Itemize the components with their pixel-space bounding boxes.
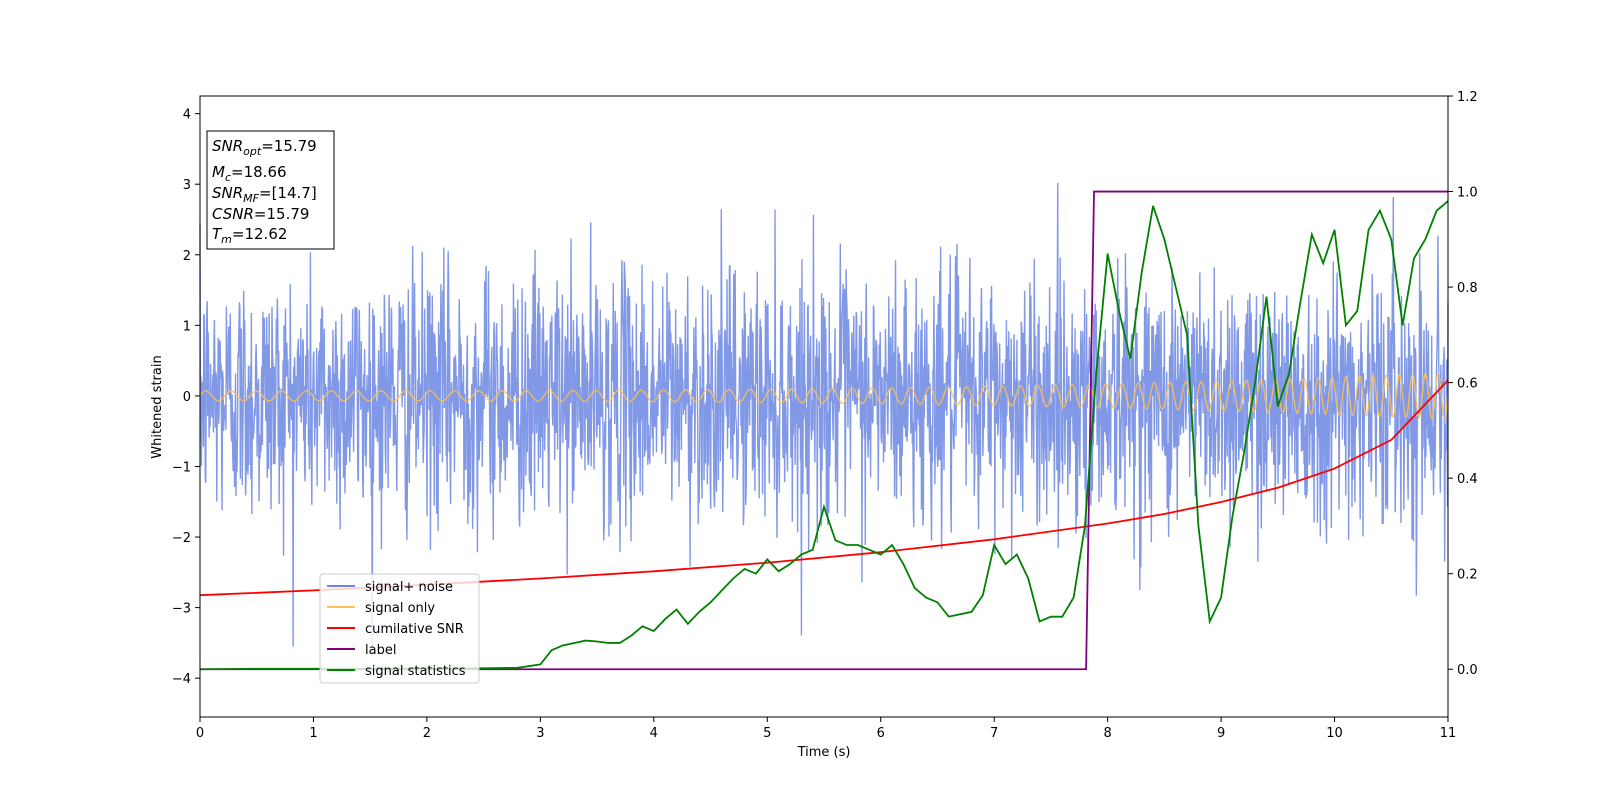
info-snr-mf: SNRMF=[14.7]	[212, 184, 317, 205]
legend-label-cumilative-snr: cumilative SNR	[365, 622, 464, 637]
info-tm-symbol: T	[212, 225, 223, 243]
info-snr-opt-value: =15.79	[261, 137, 317, 155]
info-mc: Mc=18.66	[212, 163, 287, 184]
y-left-tick-label: −4	[172, 672, 191, 687]
info-snr-mf-sub: MF	[243, 192, 259, 205]
x-axis: 0 1 2 3 4 5 6 7 8 9 10 11	[196, 717, 1456, 741]
x-tick-label: 11	[1440, 726, 1457, 741]
info-snr-opt-symbol: SNR	[212, 137, 243, 155]
series-signal-noise-line	[199, 182, 1449, 657]
y-right-tick-label: 1.2	[1457, 90, 1478, 105]
legend-label-signal-only: signal only	[365, 601, 435, 616]
y-left-tick-label: 4	[183, 108, 191, 123]
series-signal-statistics-line	[199, 200, 1449, 671]
y-right-tick-label: 0.4	[1457, 472, 1478, 487]
y-right-tick-label: 0.2	[1457, 568, 1478, 583]
y-left-tick-label: −1	[172, 460, 191, 475]
y-axis-label: Whitened strain	[150, 355, 165, 458]
x-tick-label: 2	[423, 726, 431, 741]
x-tick-label: 8	[1103, 726, 1111, 741]
x-tick-label: 1	[309, 726, 317, 741]
info-csnr-value: =15.79	[254, 205, 310, 223]
legend-label-signal-statistics: signal statistics	[365, 664, 466, 679]
y-axis-left: 4 3 2 1 0 −1 −2 −3 −4	[172, 108, 200, 687]
y-left-tick-label: −2	[172, 531, 191, 546]
info-snr-mf-symbol: SNR	[212, 184, 243, 202]
info-tm: Tm=12.62	[212, 225, 287, 246]
legend-frame	[319, 573, 480, 684]
x-tick-label: 3	[536, 726, 544, 741]
info-csnr-symbol: CSNR	[212, 205, 254, 223]
y-axis-right: 1.2 1.0 0.8 0.6 0.4 0.2 0.0	[1448, 90, 1478, 678]
x-tick-label: 6	[877, 726, 885, 741]
x-tick-label: 5	[763, 726, 771, 741]
y-left-tick-label: 2	[183, 249, 191, 264]
info-snr-opt: SNRopt=15.79	[212, 137, 317, 158]
y-right-tick-label: 0.6	[1457, 377, 1478, 392]
x-tick-label: 7	[990, 726, 998, 741]
x-tick-label: 0	[196, 726, 204, 741]
info-mc-sub: c	[225, 171, 231, 184]
series-label-line	[200, 190, 1448, 671]
info-snr-mf-value: =[14.7]	[259, 184, 317, 202]
info-mc-symbol: M	[212, 163, 225, 181]
x-tick-label: 4	[650, 726, 658, 741]
y-left-tick-label: 0	[183, 390, 191, 405]
info-csnr: CSNR=15.79	[212, 205, 309, 223]
info-tm-value: =12.62	[232, 225, 288, 243]
y-left-tick-label: 3	[183, 178, 191, 193]
info-snr-opt-sub: opt	[243, 145, 262, 158]
x-tick-label: 10	[1326, 726, 1343, 741]
y-right-tick-label: 0.8	[1457, 281, 1478, 296]
x-axis-label: Time (s)	[797, 745, 851, 760]
plot-frame	[199, 95, 1449, 718]
info-tm-sub: m	[221, 233, 232, 246]
y-right-tick-label: 1.0	[1457, 186, 1478, 201]
info-box-frame	[206, 130, 335, 250]
legend: signal+ noise signal only cumilative SNR…	[319, 573, 480, 684]
y-left-tick-label: −3	[172, 602, 191, 617]
series-signal-only-line	[199, 372, 1449, 420]
y-right-tick-label: 0.0	[1457, 663, 1478, 678]
info-mc-value: =18.66	[231, 163, 287, 181]
y-left-tick-label: 1	[183, 319, 191, 334]
x-tick-label: 9	[1217, 726, 1225, 741]
info-box: SNRopt=15.79 Mc=18.66 SNRMF=[14.7] CSNR=…	[206, 130, 335, 250]
legend-label-label: label	[365, 643, 396, 658]
legend-label-signal-noise: signal+ noise	[365, 580, 453, 595]
